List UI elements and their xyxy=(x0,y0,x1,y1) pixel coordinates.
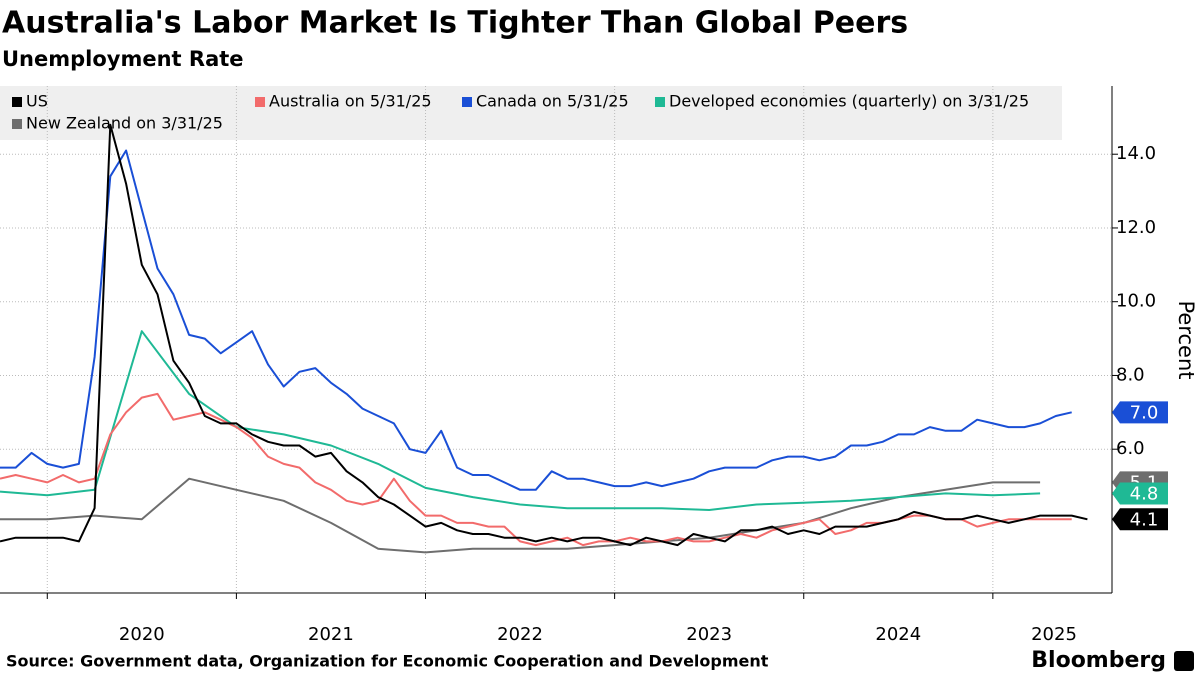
end-label-box xyxy=(1112,482,1168,505)
legend-swatch xyxy=(462,97,472,107)
brand: Bloomberg xyxy=(1031,648,1166,673)
end-label-box xyxy=(1112,401,1168,424)
series-line xyxy=(0,123,1088,547)
y-tick-label: 10.0 xyxy=(1116,291,1156,312)
x-tick-label: 2021 xyxy=(308,624,354,645)
legend-swatch xyxy=(255,97,265,107)
end-label: 4.8 xyxy=(1130,483,1159,504)
brand-icon xyxy=(1174,651,1194,671)
legend-label: US xyxy=(26,92,48,111)
y-tick-label: 8.0 xyxy=(1116,364,1145,385)
series-line xyxy=(0,477,1041,554)
legend-label: Developed economies (quarterly) on 3/31/… xyxy=(669,92,1029,111)
end-label: 4.1 xyxy=(1130,509,1159,530)
x-tick-label: 2025 xyxy=(1031,624,1077,645)
legend-background xyxy=(0,86,1062,140)
x-tick-label: 2023 xyxy=(686,624,732,645)
legend-swatch xyxy=(12,97,22,107)
legend-label: New Zealand on 3/31/25 xyxy=(26,114,223,133)
series-line xyxy=(0,392,1072,547)
y-tick-label: 6.0 xyxy=(1116,438,1145,459)
end-label-box xyxy=(1112,508,1168,531)
series-line xyxy=(0,330,1041,511)
legend-label: Canada on 5/31/25 xyxy=(476,92,629,111)
chart-subtitle: Unemployment Rate xyxy=(2,47,244,71)
x-tick-label: 2022 xyxy=(497,624,543,645)
x-tick-label: 2020 xyxy=(119,624,165,645)
legend-swatch xyxy=(655,97,665,107)
legend-swatch xyxy=(12,119,22,129)
source: Source: Government data, Organization fo… xyxy=(6,652,769,671)
series-line xyxy=(0,149,1072,491)
x-tick-label: 2024 xyxy=(875,624,921,645)
end-label: 7.0 xyxy=(1130,402,1159,423)
y-tick-label: 14.0 xyxy=(1116,143,1156,164)
y-tick-label: 12.0 xyxy=(1116,217,1156,238)
chart-title: Australia's Labor Market Is Tighter Than… xyxy=(2,6,908,41)
legend-label: Australia on 5/31/25 xyxy=(269,92,432,111)
y-axis-label: Percent xyxy=(1174,300,1198,379)
